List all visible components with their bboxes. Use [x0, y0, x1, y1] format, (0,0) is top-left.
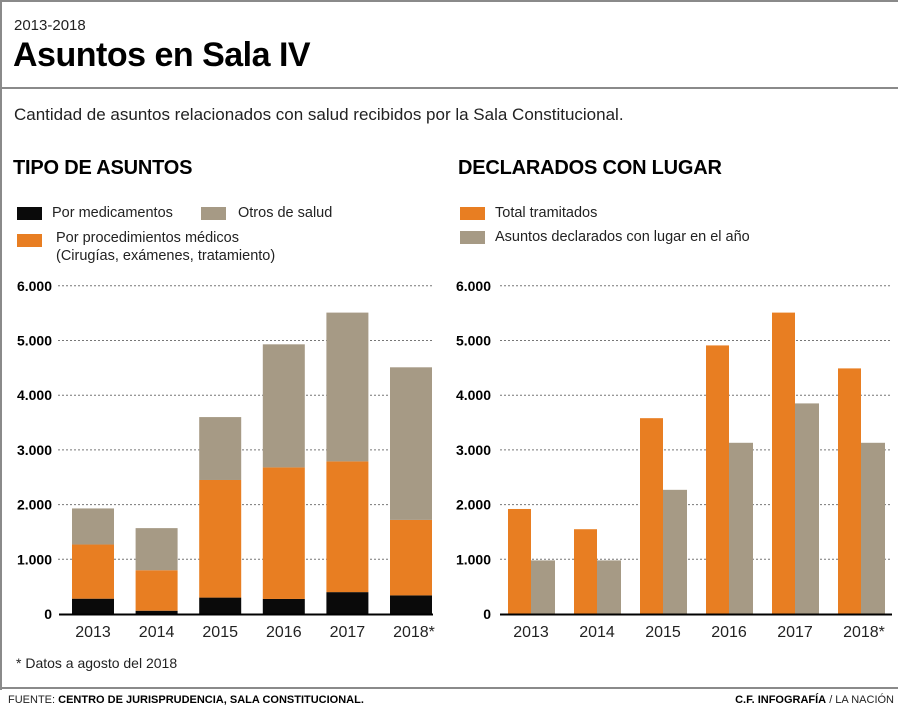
left-chart-ytick-label: 1.000 — [17, 551, 52, 567]
legend-swatch — [17, 234, 42, 247]
legend-item-procedimientos: Por procedimientos médicos (Cirugías, ex… — [17, 229, 275, 265]
footnote: * Datos a agosto del 2018 — [16, 655, 178, 671]
right-bar-2015-s1 — [663, 489, 687, 614]
left-bar-2016-s1 — [262, 467, 305, 599]
left-bar-2015-s0 — [199, 597, 242, 614]
legend-label: Por medicamentos — [52, 205, 173, 221]
left-bar-2015-s1 — [199, 479, 242, 598]
left-chart-xtick-label: 2017 — [330, 624, 366, 641]
left-bar-2018-s1 — [390, 519, 432, 596]
left-chart-title: TIPO DE ASUNTOS — [13, 157, 193, 179]
left-chart-xtick-label: 2014 — [139, 624, 175, 641]
left-bar-2014-s0 — [135, 610, 178, 614]
left-chart-ytick-label: 2.000 — [17, 497, 52, 513]
right-chart-xtick-label: 2014 — [579, 624, 615, 641]
kicker: 2013-2018 — [14, 17, 86, 34]
left-chart-xtick-label: 2016 — [266, 624, 302, 641]
right-bar-2014-s0 — [574, 529, 597, 614]
left-bar-2014-s2 — [135, 528, 178, 571]
frame-left-border — [0, 0, 2, 690]
left-chart-ytick-label: 4.000 — [17, 387, 52, 403]
left-bar-2017-s2 — [326, 312, 369, 462]
left-bar-2013-s1 — [72, 544, 114, 599]
right-chart-ytick-label: 3.000 — [456, 442, 491, 458]
left-chart-ytick-label: 0 — [44, 606, 52, 622]
right-chart-title: DECLARADOS CON LUGAR — [458, 157, 722, 179]
left-bar-2015-s2 — [199, 417, 242, 480]
footer-divider — [2, 687, 898, 689]
left-bar-2017-s0 — [326, 592, 369, 614]
page-title: Asuntos en Sala IV — [13, 36, 311, 74]
legend-swatch — [460, 231, 485, 244]
legend-label: Por procedimientos médicos (Cirugías, ex… — [56, 230, 276, 264]
right-bar-2017-s0 — [772, 312, 795, 614]
legend-label: Otros de salud — [238, 205, 333, 221]
right-chart-xtick-label: 2016 — [711, 624, 747, 641]
right-chart-xtick-label: 2015 — [645, 624, 681, 641]
right-bar-2016-s1 — [729, 442, 753, 614]
right-chart-ytick-label: 5.000 — [456, 333, 491, 349]
left-chart-xtick-label: 2015 — [202, 624, 238, 641]
right-chart-xtick-label: 2018* — [843, 624, 885, 641]
left-chart-ytick-label: 5.000 — [17, 333, 52, 349]
frame-top-border — [0, 0, 898, 2]
legend-item-otros: Otros de salud — [201, 204, 332, 222]
subtitle: Cantidad de asuntos relacionados con sal… — [14, 105, 624, 124]
right-bar-2016-s0 — [706, 345, 729, 614]
legend-item-medicamentos: Por medicamentos — [17, 204, 173, 222]
right-chart-ytick-label: 0 — [483, 606, 491, 622]
source-line: FUENTE: CENTRO DE JURISPRUDENCIA, SALA C… — [8, 694, 364, 706]
right-chart-ytick-label: 4.000 — [456, 387, 491, 403]
credit-rest: / LA NACIÓN — [826, 694, 894, 706]
left-bar-2013-s2 — [72, 508, 114, 545]
right-bar-2018-s1 — [861, 442, 885, 614]
right-chart-xtick-label: 2017 — [777, 624, 813, 641]
left-chart-xtick-label: 2018* — [393, 624, 435, 641]
right-chart-ytick-label: 6.000 — [456, 278, 491, 294]
legend-label: Total tramitados — [495, 205, 598, 221]
legend-item-total-tramitados: Total tramitados — [460, 204, 597, 222]
left-chart-xtick-label: 2013 — [75, 624, 111, 641]
legend-item-declarados: Asuntos declarados con lugar en el año — [460, 228, 750, 246]
left-bar-2014-s1 — [135, 570, 178, 611]
left-chart-ytick-label: 6.000 — [17, 278, 52, 294]
left-bar-2017-s1 — [326, 461, 369, 593]
left-bar-2016-s0 — [262, 598, 305, 614]
right-chart-ytick-label: 2.000 — [456, 497, 491, 513]
right-bar-2014-s1 — [597, 560, 621, 614]
right-bar-2015-s0 — [640, 418, 663, 614]
right-chart-ytick-label: 1.000 — [456, 551, 491, 567]
right-chart-xtick-label: 2013 — [513, 624, 549, 641]
right-bar-2013-s1 — [531, 560, 555, 614]
right-bar-2013-s0 — [508, 508, 531, 614]
left-bar-2018-s2 — [390, 367, 432, 520]
left-bar-2016-s2 — [262, 344, 305, 468]
source-text: CENTRO DE JURISPRUDENCIA, SALA CONSTITUC… — [58, 694, 364, 706]
header-divider — [2, 87, 898, 89]
credit-bold: C.F. INFOGRAFÍA — [735, 694, 827, 706]
legend-label: Asuntos declarados con lugar en el año — [495, 229, 750, 245]
right-bar-2018-s0 — [838, 368, 861, 614]
legend-swatch — [201, 207, 226, 220]
left-chart-ytick-label: 3.000 — [17, 442, 52, 458]
credit-line: C.F. INFOGRAFÍA / LA NACIÓN — [735, 694, 894, 706]
left-bar-2018-s0 — [390, 595, 432, 614]
left-bar-2013-s0 — [72, 598, 114, 614]
legend-swatch — [17, 207, 42, 220]
source-prefix: FUENTE: — [8, 694, 59, 706]
right-bar-2017-s1 — [795, 403, 819, 614]
legend-swatch — [460, 207, 485, 220]
